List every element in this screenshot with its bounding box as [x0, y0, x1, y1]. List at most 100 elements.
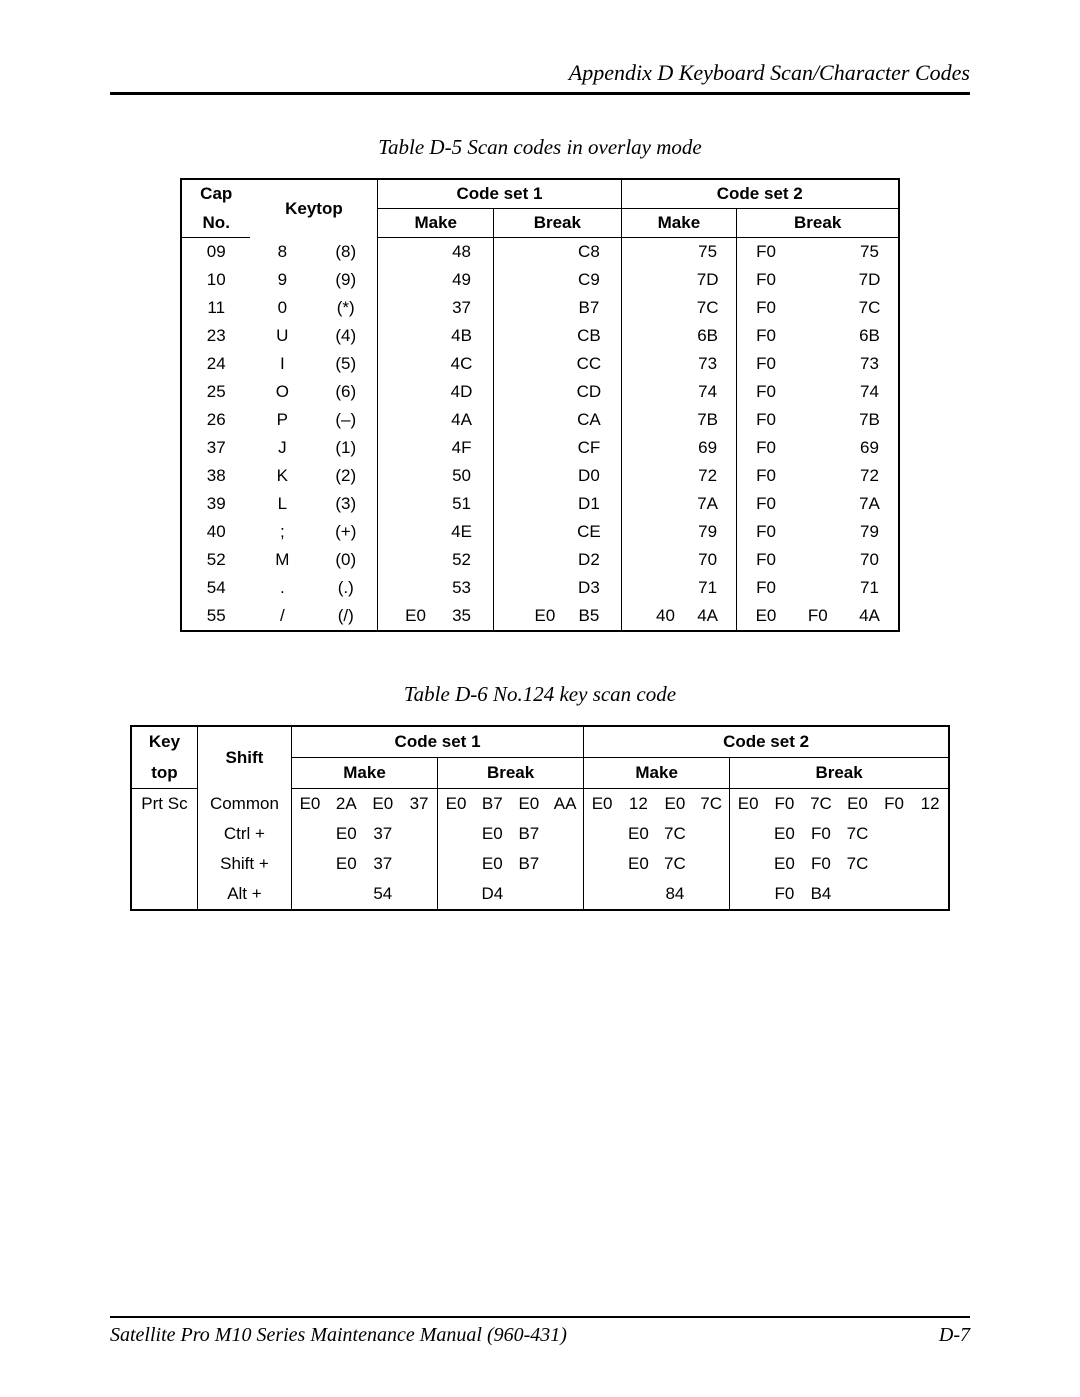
- cell: [621, 322, 679, 350]
- cell: 75: [841, 238, 899, 267]
- cell: [494, 434, 558, 462]
- cell: 37: [365, 849, 402, 879]
- cell: 6B: [679, 322, 737, 350]
- cell: [378, 406, 430, 434]
- cell: F0: [737, 266, 795, 294]
- cell: E0: [839, 789, 876, 820]
- cell: D3: [557, 574, 621, 602]
- cell: [693, 849, 730, 879]
- cell: 40: [181, 518, 250, 546]
- cell: [378, 266, 430, 294]
- cell: I: [250, 350, 314, 378]
- cell: 55: [181, 602, 250, 631]
- cell: D0: [557, 462, 621, 490]
- cell: CF: [557, 434, 621, 462]
- col-break-1: Break: [494, 209, 621, 238]
- cell: [730, 849, 767, 879]
- cell: 4D: [430, 378, 494, 406]
- cell: (5): [314, 350, 378, 378]
- cell: E0: [620, 849, 657, 879]
- cell: E0: [365, 789, 402, 820]
- cell: E0: [730, 789, 767, 820]
- cell: 54: [365, 879, 402, 910]
- cell: E0: [511, 789, 548, 820]
- cell: Shift +: [197, 849, 291, 879]
- col-d6-break-2: Break: [730, 758, 949, 789]
- cell: 54: [181, 574, 250, 602]
- cell: (0): [314, 546, 378, 574]
- cell: F0: [795, 602, 841, 631]
- cell: (–): [314, 406, 378, 434]
- cell: [328, 879, 365, 910]
- cell: [795, 518, 841, 546]
- cell: 7A: [679, 490, 737, 518]
- cell: [795, 546, 841, 574]
- cell: E0: [657, 789, 694, 820]
- cell: F0: [876, 789, 913, 820]
- cell: F0: [737, 378, 795, 406]
- cell: 7C: [657, 819, 694, 849]
- table-row: 110(*)37B77CF07C: [181, 294, 899, 322]
- cell: 75: [679, 238, 737, 267]
- cell: F0: [737, 350, 795, 378]
- cell: CA: [557, 406, 621, 434]
- cell: [621, 406, 679, 434]
- cell: E0: [474, 819, 511, 849]
- cell: 4A: [841, 602, 899, 631]
- cell: 24: [181, 350, 250, 378]
- cell: [730, 879, 767, 910]
- cell: 26: [181, 406, 250, 434]
- cell: 6B: [841, 322, 899, 350]
- col-shift: Shift: [197, 726, 291, 789]
- cell: F0: [766, 879, 803, 910]
- table-row: 54.(.)53D371F071: [181, 574, 899, 602]
- cell: [795, 434, 841, 462]
- cell: D2: [557, 546, 621, 574]
- cell: F0: [737, 574, 795, 602]
- cell: F0: [803, 819, 840, 849]
- cell: [131, 849, 197, 879]
- cell: 38: [181, 462, 250, 490]
- col-cap-no-1: Cap: [181, 179, 250, 209]
- cell: [795, 238, 841, 267]
- table-row: 39L(3)51D17AF07A: [181, 490, 899, 518]
- col-cap-no-2: No.: [181, 209, 250, 238]
- table-row: Alt +54D484F0B4: [131, 879, 949, 910]
- cell: [378, 546, 430, 574]
- cell: .: [250, 574, 314, 602]
- cell: 37: [181, 434, 250, 462]
- cell: [378, 518, 430, 546]
- cell: B4: [803, 879, 840, 910]
- cell: D1: [557, 490, 621, 518]
- cell: 7D: [679, 266, 737, 294]
- cell: [693, 819, 730, 849]
- cell: [494, 378, 558, 406]
- cell: [693, 879, 730, 910]
- table-row: 40;(+)4ECE79F079: [181, 518, 899, 546]
- cell: F0: [737, 406, 795, 434]
- cell: B5: [557, 602, 621, 631]
- cell: M: [250, 546, 314, 574]
- cell: E0: [291, 789, 328, 820]
- cell: 7D: [841, 266, 899, 294]
- cell: 10: [181, 266, 250, 294]
- cell: ;: [250, 518, 314, 546]
- cell: E0: [766, 849, 803, 879]
- cell: F0: [737, 518, 795, 546]
- cell: 37: [401, 789, 438, 820]
- cell: [620, 879, 657, 910]
- cell: [876, 879, 913, 910]
- cell: F0: [737, 434, 795, 462]
- table-row: 098(8)48C875F075: [181, 238, 899, 267]
- cell: B7: [511, 819, 548, 849]
- cell: [438, 849, 475, 879]
- table-row: 24I(5)4CCC73F073: [181, 350, 899, 378]
- cell: [912, 879, 949, 910]
- cell: 71: [841, 574, 899, 602]
- cell: 40: [621, 602, 679, 631]
- cell: D4: [474, 879, 511, 910]
- cell: K: [250, 462, 314, 490]
- cell: 4A: [430, 406, 494, 434]
- col-d6-code-set-1: Code set 1: [291, 726, 583, 758]
- cell: [494, 490, 558, 518]
